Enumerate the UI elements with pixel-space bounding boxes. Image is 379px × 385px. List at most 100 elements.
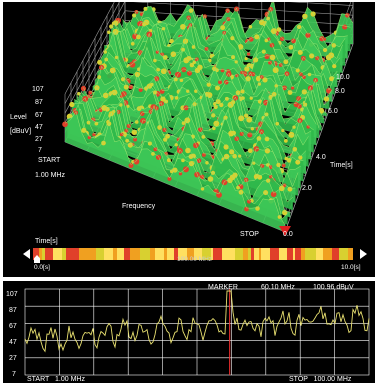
frequency-axis-label: Frequency bbox=[122, 203, 156, 210]
timeline-segment bbox=[140, 248, 150, 260]
surface-ridge bbox=[71, 102, 294, 203]
surface-peak bbox=[282, 209, 288, 216]
spectrum-stop: STOP 100.00 MHz bbox=[289, 376, 352, 383]
surface-peak bbox=[194, 89, 198, 93]
scrubber-handle-icon[interactable] bbox=[34, 255, 40, 263]
surface-peak bbox=[205, 161, 209, 165]
timeline-segment bbox=[339, 248, 348, 260]
timeline-segment bbox=[348, 248, 353, 260]
timeline-segment bbox=[117, 248, 124, 260]
surface-peak bbox=[178, 172, 183, 176]
timeline-color-strip bbox=[33, 248, 353, 260]
spectrum-grid bbox=[24, 288, 370, 376]
surface-peak bbox=[185, 147, 191, 154]
surface-peak bbox=[224, 96, 229, 101]
surface-peak bbox=[233, 95, 239, 101]
surface-peak bbox=[167, 176, 172, 181]
stop-label: STOP bbox=[240, 231, 259, 238]
timeline-segment bbox=[75, 248, 79, 260]
surface-peak bbox=[264, 38, 269, 43]
surface-peak bbox=[255, 206, 260, 211]
surface-peak bbox=[133, 137, 138, 142]
surface-peak bbox=[188, 160, 195, 167]
surface-peak bbox=[329, 76, 335, 82]
surface-peak bbox=[175, 71, 182, 78]
timeline-segment bbox=[217, 248, 222, 260]
surface-peak bbox=[228, 149, 235, 155]
surface-peak bbox=[284, 71, 290, 77]
surface-peak bbox=[182, 38, 189, 44]
surface-peak bbox=[232, 153, 237, 159]
timeline-segment bbox=[187, 248, 194, 260]
surface-peak bbox=[136, 34, 141, 40]
timeline-bar[interactable] bbox=[33, 248, 353, 260]
time-tick-0: 0.0 bbox=[283, 231, 293, 238]
level-tick-107: 107 bbox=[32, 86, 44, 93]
surface-peak bbox=[332, 63, 337, 69]
arrow-right-icon[interactable] bbox=[360, 249, 367, 259]
surface-peak bbox=[243, 177, 249, 183]
surface-peak bbox=[153, 90, 157, 95]
surface-peak bbox=[305, 32, 311, 38]
timeline-segment bbox=[309, 248, 316, 260]
surface-peak bbox=[239, 131, 244, 136]
surface-peak bbox=[140, 117, 146, 124]
timeline-segment bbox=[213, 248, 217, 260]
timeline-segment bbox=[261, 248, 270, 260]
wall-grid-line bbox=[289, 2, 354, 6]
surface-peak bbox=[238, 189, 244, 195]
surface-ridge bbox=[76, 94, 299, 188]
surface-peak bbox=[287, 90, 293, 95]
timeline-segment bbox=[178, 248, 187, 260]
level-axis-unit: [dBuV] bbox=[10, 128, 32, 135]
spectrum-y-tick-67: 67 bbox=[9, 323, 17, 330]
surface-peak bbox=[188, 154, 194, 159]
surface-ridge bbox=[120, 16, 348, 50]
surface-peak bbox=[342, 24, 348, 30]
surface-ridge bbox=[94, 58, 320, 129]
surface-peak bbox=[240, 89, 245, 94]
spectrum-trace bbox=[24, 290, 370, 353]
timeline-segment bbox=[301, 248, 305, 260]
surface-ridge bbox=[67, 103, 288, 220]
surface-peak bbox=[173, 77, 178, 82]
surface-peak bbox=[94, 85, 100, 91]
surface-peak bbox=[194, 171, 200, 178]
timeline-segment bbox=[254, 248, 259, 260]
surface-peak bbox=[218, 80, 222, 85]
surface-peak bbox=[278, 185, 285, 192]
surface-peak bbox=[306, 125, 310, 129]
surface-peak bbox=[298, 155, 303, 160]
level-tick-47: 47 bbox=[35, 124, 43, 131]
start-frequency: 1.00 MHz bbox=[35, 172, 65, 179]
surface-peak bbox=[154, 76, 160, 82]
arrow-left-icon[interactable] bbox=[23, 249, 30, 259]
surface-peak bbox=[180, 23, 186, 30]
surface-peak bbox=[309, 53, 315, 59]
surface-peak bbox=[257, 174, 263, 180]
surface-peak bbox=[248, 25, 253, 29]
timeline-segment bbox=[259, 248, 261, 260]
surface-peak bbox=[136, 106, 142, 111]
timeline-segment bbox=[332, 248, 339, 260]
surface-peak bbox=[227, 177, 233, 184]
surface-ridge bbox=[83, 87, 307, 165]
surface-peak bbox=[301, 89, 308, 95]
surface-peak bbox=[291, 38, 296, 44]
surface-peak bbox=[134, 120, 139, 124]
surface-peak bbox=[128, 84, 134, 90]
surface-peak bbox=[238, 115, 245, 122]
surface-peak bbox=[162, 127, 167, 133]
timeline-segment bbox=[42, 248, 45, 260]
timeline-segment bbox=[167, 248, 174, 260]
surface-peak bbox=[192, 60, 197, 64]
timeline-segment bbox=[202, 248, 211, 260]
timeline-segment bbox=[102, 248, 104, 260]
surface-peak bbox=[88, 90, 93, 95]
surface-ridge bbox=[99, 45, 325, 120]
spectrum-y-tick-7: 7 bbox=[12, 371, 16, 378]
surface-peak bbox=[181, 121, 186, 126]
surface-peak bbox=[288, 131, 295, 138]
time-axis-label: Time[s] bbox=[330, 162, 353, 169]
surface-peak bbox=[151, 151, 155, 156]
